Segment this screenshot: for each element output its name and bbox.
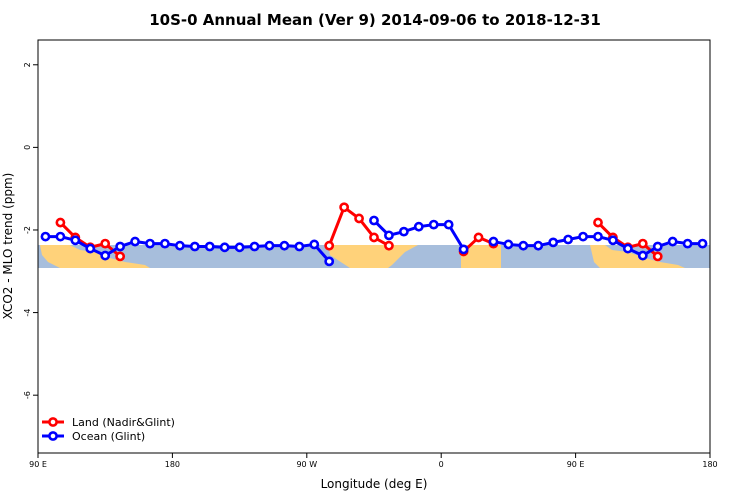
data-point — [593, 217, 603, 228]
data-point — [369, 232, 379, 243]
data-point — [339, 202, 350, 213]
data-point — [354, 213, 364, 224]
data-point — [324, 240, 335, 251]
data-point — [413, 221, 424, 232]
plot-frame — [37, 39, 711, 454]
data-point — [548, 237, 559, 248]
data-point — [398, 226, 409, 237]
legend-label: Land (Nadir&Glint) — [72, 416, 175, 429]
data-point — [518, 240, 529, 251]
data-point — [563, 234, 574, 245]
y-tick-label: 2 — [23, 62, 32, 67]
y-tick-label: -2 — [23, 226, 32, 234]
data-point — [294, 241, 305, 252]
x-tick-label: 90 E — [29, 460, 47, 469]
land-patch — [590, 245, 685, 268]
data-point — [55, 231, 66, 242]
data-point — [40, 231, 51, 242]
data-point — [264, 240, 275, 251]
data-point — [488, 236, 499, 247]
y-tick-label: -4 — [23, 309, 32, 317]
land-patch — [461, 245, 501, 268]
data-point — [428, 219, 439, 230]
chart-title: 10S-0 Annual Mean (Ver 9) 2014-09-06 to … — [149, 11, 601, 29]
data-point — [160, 238, 170, 249]
data-point — [369, 215, 379, 226]
y-tick-label: -6 — [23, 391, 32, 399]
data-point — [503, 239, 514, 250]
y-tick-label: 0 — [23, 145, 32, 150]
data-point — [70, 235, 81, 246]
data-point — [637, 238, 648, 249]
data-point — [219, 242, 230, 253]
data-point — [100, 250, 111, 261]
land-patch — [40, 245, 150, 268]
data-point — [458, 244, 469, 255]
data-point — [174, 240, 185, 251]
data-point — [384, 230, 394, 241]
data-point — [652, 251, 663, 262]
data-point — [533, 240, 544, 251]
data-point — [130, 236, 140, 247]
data-point — [637, 250, 648, 261]
data-point — [100, 238, 111, 249]
data-point — [608, 235, 618, 246]
data-point — [145, 238, 155, 249]
x-axis-label: Longitude (deg E) — [321, 477, 428, 491]
map-strip — [38, 245, 710, 268]
x-tick-label: 0 — [439, 460, 444, 469]
legend-marker — [48, 417, 58, 427]
x-tick-label: 180 — [165, 460, 180, 469]
data-point — [697, 238, 708, 249]
data-point — [204, 241, 215, 252]
data-point — [593, 231, 603, 242]
data-point — [309, 239, 320, 250]
data-point — [622, 243, 633, 254]
data-point — [578, 231, 588, 242]
data-point — [189, 241, 200, 252]
data-point — [115, 241, 126, 252]
data-point — [652, 241, 663, 252]
data-point — [324, 256, 335, 267]
data-point — [384, 240, 394, 251]
legend-marker — [48, 431, 58, 441]
legend-label: Ocean (Glint) — [72, 430, 145, 443]
land-patch — [328, 245, 418, 268]
data-point — [115, 251, 126, 262]
x-tick-label: 90 E — [567, 460, 585, 469]
legend: Land (Nadir&Glint)Ocean (Glint) — [42, 416, 175, 443]
data-point — [234, 242, 245, 253]
data-point — [443, 219, 454, 230]
data-point — [55, 217, 66, 228]
data-point — [85, 243, 96, 254]
x-tick-label: 90 W — [296, 460, 317, 469]
data-point — [279, 240, 290, 251]
y-axis-label: XCO2 - MLO trend (ppm) — [1, 173, 15, 320]
data-point — [473, 232, 484, 243]
data-point — [682, 238, 693, 249]
data-point — [249, 241, 260, 252]
x-tick-label: 180 — [702, 460, 717, 469]
data-point — [667, 236, 678, 247]
